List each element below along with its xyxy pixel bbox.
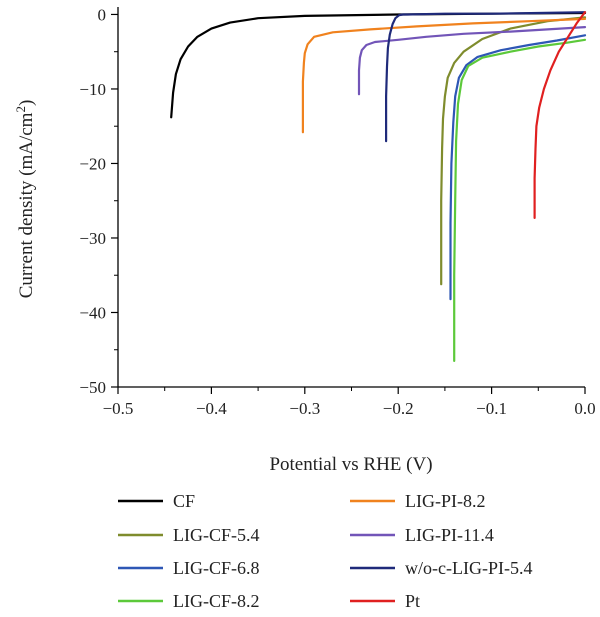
y-tick-label: −10 — [79, 80, 106, 99]
x-tick-label: −0.4 — [196, 399, 227, 418]
axes: −0.5 −0.4 −0.3 −0.2 −0.1 0.0 0 −10 −20 −30 −40 −50 — [79, 5, 595, 418]
y-axis-label-superscript: 2 — [13, 106, 28, 113]
legend-label-lig-pi-11-4: LIG-PI-11.4 — [405, 525, 494, 545]
y-axis-label-tail: ) — [16, 100, 37, 106]
x-tick-label: −0.1 — [476, 399, 507, 418]
legend-label-pt: Pt — [405, 591, 420, 611]
x-tick-label: 0.0 — [574, 399, 595, 418]
y-axis-label: Current density (mA/cm2) — [13, 100, 37, 299]
series-line-lig-pi-8-2 — [301, 17, 587, 134]
y-tick-label: −50 — [79, 378, 106, 397]
legend-label-cf: CF — [173, 491, 195, 511]
x-tick-label: −0.3 — [289, 399, 320, 418]
x-tick-label: −0.2 — [383, 399, 414, 418]
y-tick-label: −40 — [79, 303, 106, 322]
curves — [170, 11, 587, 362]
series-line-lig-cf-5-4 — [440, 16, 587, 286]
legend-label-lig-cf-5-4: LIG-CF-5.4 — [173, 525, 260, 545]
x-axis-label: Potential vs RHE (V) — [269, 454, 432, 475]
series-line-lig-pi-11-4 — [357, 26, 587, 96]
legend: CF LIG-CF-5.4 LIG-CF-6.8 LIG-CF-8.2 LIG-PI-8… — [118, 491, 532, 611]
legend-label-w-o-c-lig-pi-5-4: w/o-c-LIG-PI-5.4 — [405, 558, 532, 578]
legend-label-lig-cf-6-8: LIG-CF-6.8 — [173, 558, 260, 578]
series-line-pt — [533, 11, 587, 219]
series-line-lig-cf-6-8 — [449, 34, 587, 301]
series-line-w-o-c-lig-pi-5-4 — [385, 11, 587, 143]
legend-label-lig-pi-8-2: LIG-PI-8.2 — [405, 491, 485, 511]
y-tick-label: −20 — [79, 154, 106, 173]
y-tick-label: 0 — [98, 5, 107, 24]
series-line-lig-cf-8-2 — [453, 38, 587, 362]
legend-label-lig-cf-8-2: LIG-CF-8.2 — [173, 591, 260, 611]
x-tick-label: −0.5 — [103, 399, 134, 418]
series-line-cf — [170, 11, 587, 119]
y-axis-label-main: Current density (mA/cm — [16, 112, 37, 298]
y-tick-label: −30 — [79, 229, 106, 248]
